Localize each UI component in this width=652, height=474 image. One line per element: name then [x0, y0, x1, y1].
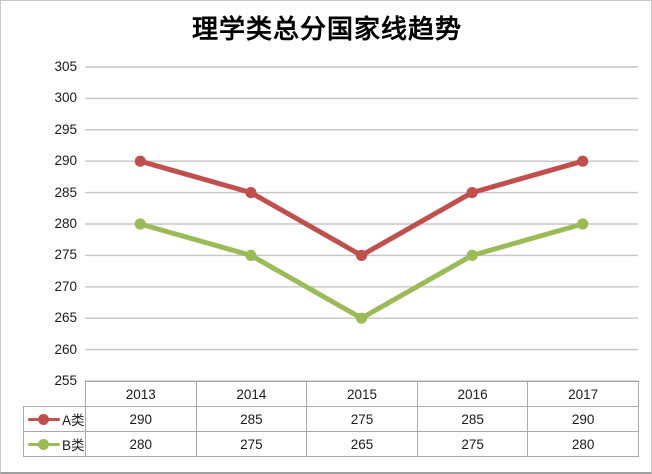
chart-title: 理学类总分国家线趋势	[191, 15, 462, 45]
data-point-marker	[577, 155, 589, 167]
table-header-row: 2013 2014 2015 2016 2017	[24, 381, 639, 407]
y-axis-tick-label: 265	[54, 310, 77, 326]
value-cell: 285	[416, 406, 529, 432]
y-axis-tick-label: 285	[54, 184, 77, 200]
y-axis-tick-label: 260	[54, 341, 77, 357]
value-cell: 275	[416, 431, 529, 457]
y-axis-tick-label: 270	[54, 278, 77, 294]
data-table: 2013 2014 2015 2016 2017 A类 290 285 275 285 290 B类 2…	[23, 381, 639, 457]
data-point-marker	[134, 155, 146, 167]
data-point-marker	[355, 249, 368, 261]
plot-area	[85, 66, 638, 382]
y-axis-tick-label: 255	[54, 373, 77, 388]
data-point-marker	[466, 187, 478, 199]
data-point-marker	[245, 249, 257, 261]
data-point-marker	[577, 218, 589, 230]
table-blank-corner	[24, 382, 86, 407]
value-cell: 290	[85, 406, 197, 432]
data-table-wrap: 2013 2014 2015 2016 2017 A类 290 285 275 285 290 B类 2…	[23, 381, 639, 457]
value-cell: 275	[306, 406, 418, 432]
y-axis-tick-label: 305	[54, 59, 77, 74]
data-point-marker	[245, 187, 257, 199]
value-cell: 280	[85, 431, 197, 457]
year-header-cell: 2014	[195, 381, 308, 407]
value-cell: 285	[195, 406, 308, 432]
legend-cell: B类	[23, 431, 86, 457]
value-cell: 265	[306, 431, 418, 457]
year-header-cell: 2017	[527, 381, 639, 407]
value-cell: 290	[527, 406, 639, 432]
legend-cell: A类	[23, 406, 86, 432]
year-header-cell: 2016	[416, 381, 529, 407]
y-axis-tick-label: 290	[54, 153, 77, 169]
year-header-cell: 2015	[306, 381, 418, 407]
legend-line-marker-icon	[28, 438, 60, 450]
y-axis-tick-label: 280	[54, 216, 77, 231]
year-header-cell: 2013	[85, 381, 197, 407]
y-axis-tick-label: 295	[54, 121, 77, 137]
legend-label: A类	[62, 413, 85, 428]
table-row: A类 290 285 275 285 290	[23, 406, 639, 432]
legend-label: B类	[62, 438, 85, 453]
y-axis-tick-label: 300	[54, 90, 77, 106]
data-point-marker	[355, 312, 368, 324]
value-cell: 280	[527, 431, 639, 457]
y-axis-tick-label: 275	[54, 247, 77, 263]
data-point-marker	[134, 218, 146, 230]
table-row: B类 280 275 265 275 280	[23, 431, 639, 457]
line-chart-canvas	[85, 66, 638, 382]
legend-line-marker-icon	[28, 413, 60, 425]
series-line-B类	[137, 221, 586, 321]
value-cell: 275	[195, 431, 308, 457]
data-point-marker	[466, 249, 478, 261]
